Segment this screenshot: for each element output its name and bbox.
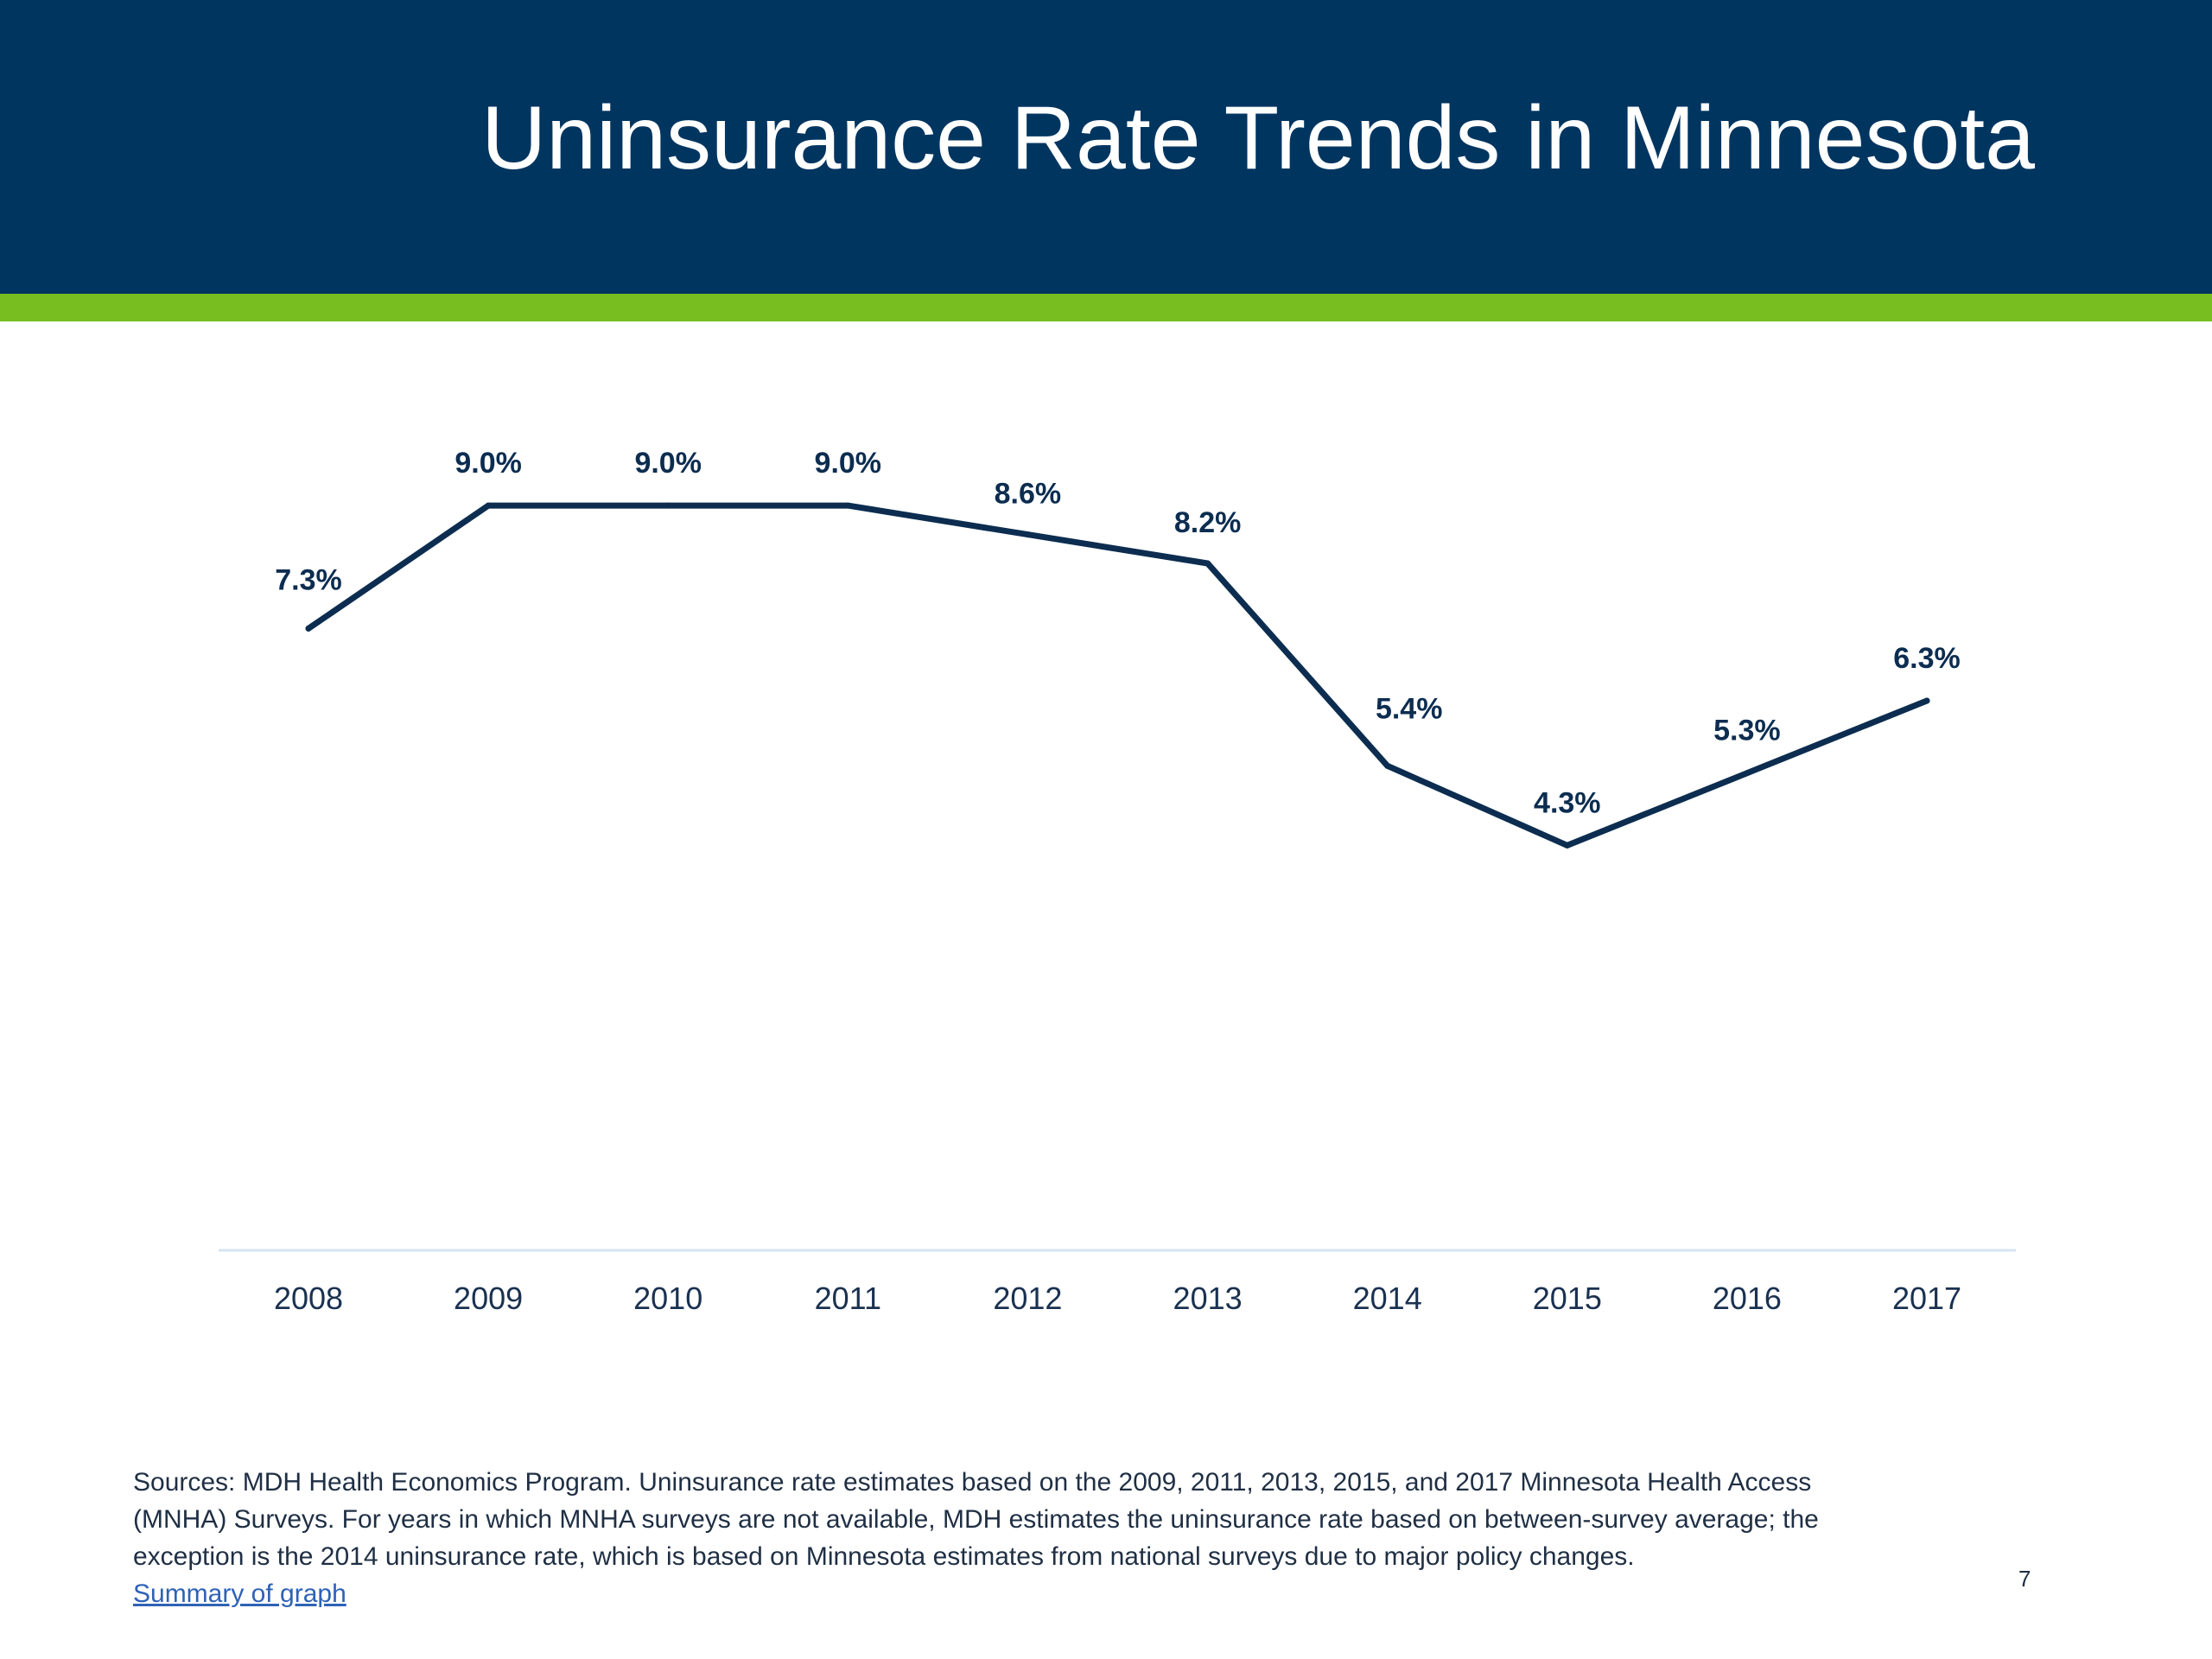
x-tick-label-2008: 2008: [274, 1281, 343, 1316]
page-number: 7: [2018, 1566, 2031, 1592]
summary-of-graph-link[interactable]: Summary of graph: [133, 1580, 346, 1608]
data-label-2008: 7.3%: [275, 563, 342, 596]
x-tick-label-2017: 2017: [1892, 1281, 1961, 1316]
data-label-2014: 5.4%: [1376, 692, 1443, 725]
data-point-2017: [1923, 697, 1930, 704]
x-tick-label-2010: 2010: [633, 1281, 702, 1316]
data-point-2009: [485, 502, 492, 509]
series-line: [305, 502, 1930, 849]
accent-stripe: [0, 294, 2212, 321]
x-tick-label-2015: 2015: [1533, 1281, 1602, 1316]
data-point-2016: [1744, 770, 1751, 777]
x-tick-label-2012: 2012: [993, 1281, 1062, 1316]
sources-line: (MNHA) Surveys. For years in which MNHA …: [133, 1505, 1819, 1534]
sources-line: exception is the 2014 uninsurance rate, …: [133, 1542, 1635, 1571]
x-tick-label-2009: 2009: [454, 1281, 523, 1316]
x-tick-label-2013: 2013: [1173, 1281, 1243, 1316]
data-point-2012: [1024, 531, 1031, 538]
data-label-2011: 9.0%: [815, 447, 882, 480]
title-banner: [0, 0, 2212, 294]
data-label-2015: 4.3%: [1534, 786, 1601, 819]
data-label-2012: 8.6%: [995, 478, 1062, 511]
x-tick-label-2014: 2014: [1353, 1281, 1422, 1316]
data-point-2014: [1384, 762, 1391, 769]
slide-title: Uninsurance Rate Trends in Minnesota: [481, 88, 2035, 188]
data-point-2013: [1205, 560, 1211, 567]
data-label-2009: 9.0%: [454, 447, 522, 480]
x-tick-label-2016: 2016: [1713, 1281, 1782, 1316]
data-point-2015: [1564, 842, 1571, 849]
data-label-2017: 6.3%: [1893, 642, 1961, 675]
x-tick-label-2011: 2011: [815, 1281, 881, 1316]
data-label-2016: 5.3%: [1713, 715, 1781, 747]
data-point-2011: [844, 502, 851, 509]
data-point-2008: [305, 625, 312, 632]
data-label-2013: 8.2%: [1174, 506, 1242, 539]
sources-line: Sources: MDH Health Economics Program. U…: [133, 1468, 1812, 1497]
data-point-2010: [664, 502, 671, 509]
data-label-2010: 9.0%: [634, 447, 702, 480]
sources-note: Sources: MDH Health Economics Program. U…: [133, 1464, 1991, 1612]
